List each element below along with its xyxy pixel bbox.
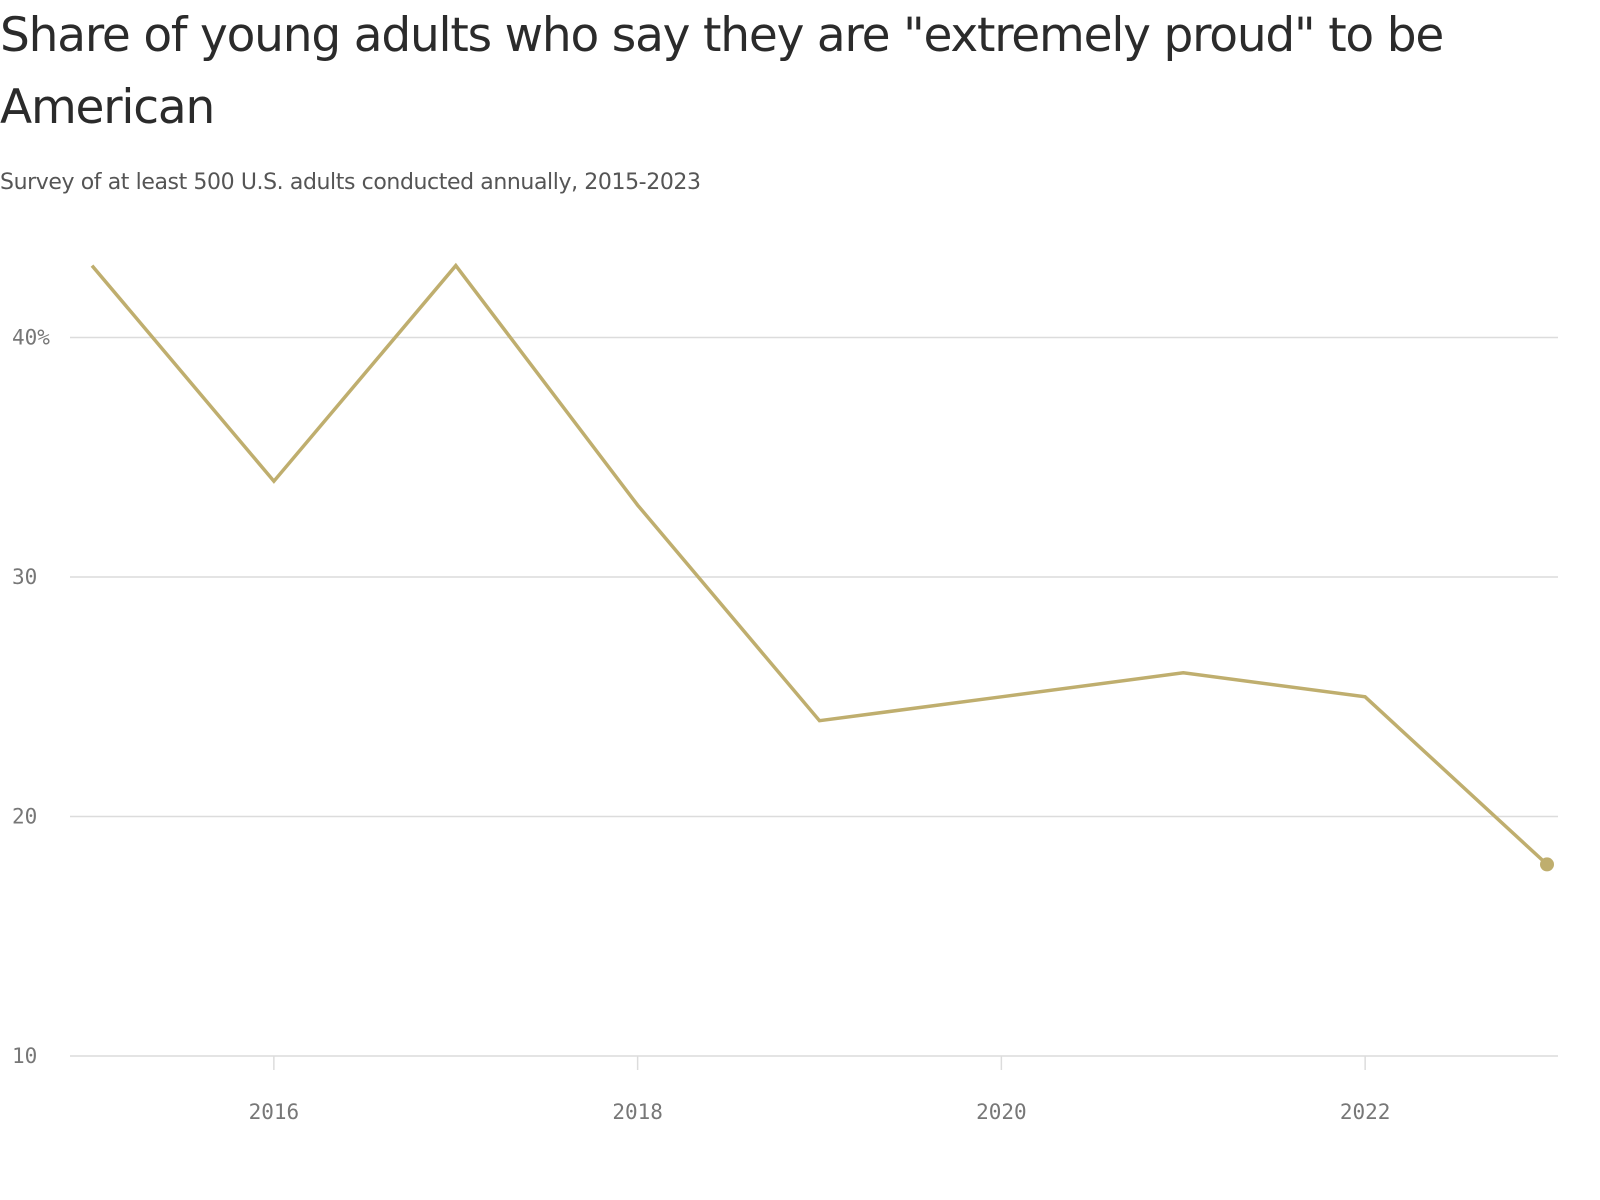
y-tick-label-30: 30 <box>12 565 37 589</box>
y-tick-label-10: 10 <box>12 1044 37 1068</box>
series-line-0 <box>90 262 1549 866</box>
series-layer <box>90 262 1554 872</box>
x-axis-labels: 2016 2018 2020 2022 <box>249 1100 1391 1124</box>
x-tick-label-2020: 2020 <box>976 1100 1027 1124</box>
y-tick-label-40: 40% <box>12 326 50 350</box>
grid-layer <box>70 336 1558 1057</box>
x-tick-label-2022: 2022 <box>1340 1100 1391 1124</box>
chart-title: Share of young adults who say they are "… <box>0 8 1444 135</box>
series-end-marker <box>1540 857 1554 872</box>
chart-subtitle: Survey of at least 500 U.S. adults condu… <box>0 170 701 195</box>
y-tick-label-20: 20 <box>12 805 37 829</box>
x-axis-ticks <box>273 1056 1366 1070</box>
y-axis-labels: 10 20 30 40% <box>12 326 50 1069</box>
x-tick-label-2016: 2016 <box>249 1100 300 1124</box>
x-tick-label-2018: 2018 <box>612 1100 663 1124</box>
